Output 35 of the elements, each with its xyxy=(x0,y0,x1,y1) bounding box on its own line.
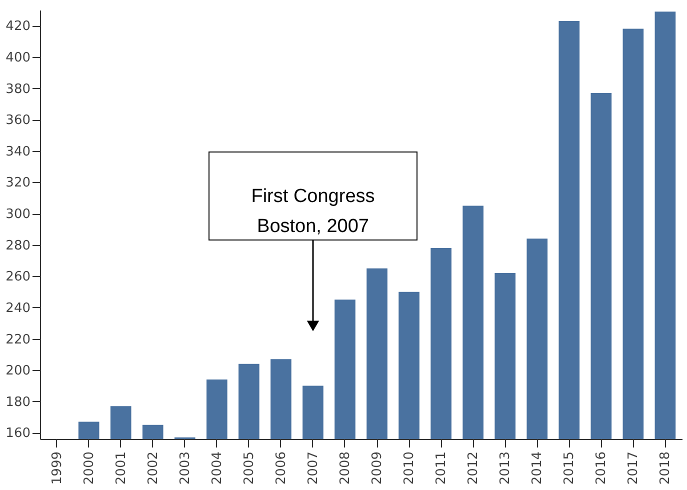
x-tick-label: 2009 xyxy=(370,452,386,485)
x-tick-label: 2018 xyxy=(658,452,674,485)
y-tick-label: 240 xyxy=(6,300,30,316)
y-tick-label: 380 xyxy=(6,82,30,97)
x-tick-label: 2014 xyxy=(530,452,546,485)
y-tick-label: 160 xyxy=(6,426,30,442)
y-tick-label: 220 xyxy=(6,332,30,348)
x-tick-label: 2007 xyxy=(306,452,321,485)
y-tick-label: 420 xyxy=(6,19,30,34)
x-tick-label: 2001 xyxy=(114,452,129,485)
x-tick-label: 2012 xyxy=(466,452,482,485)
x-tick-label: 2008 xyxy=(338,452,353,485)
x-tick-label: 2003 xyxy=(178,452,193,485)
x-tick-label: 2011 xyxy=(434,452,450,485)
x-tick-label: 2000 xyxy=(82,452,97,485)
x-tick-label: 2017 xyxy=(626,452,642,485)
x-tick-label: 2005 xyxy=(242,452,257,485)
x-tick-label: 1999 xyxy=(50,452,65,485)
y-tick-label: 340 xyxy=(6,144,30,160)
x-tick-label: 2013 xyxy=(498,452,514,485)
annotation: First Congress Boston, 2007 xyxy=(251,186,375,237)
x-tick-label: 2006 xyxy=(274,452,289,485)
y-tick-label: 200 xyxy=(6,364,30,379)
y-tick-label: 260 xyxy=(6,270,30,285)
y-tick-label: 360 xyxy=(6,113,30,128)
x-tick-label: 2002 xyxy=(146,452,161,485)
y-tick-label: 280 xyxy=(6,238,30,254)
x-tick-label: 2004 xyxy=(210,452,225,485)
x-tick-label: 2015 xyxy=(562,452,578,485)
y-tick-label: 400 xyxy=(6,50,30,66)
x-tick-label: 2010 xyxy=(402,452,418,485)
x-tick-label: 2016 xyxy=(594,452,610,485)
y-tick-label: 320 xyxy=(6,176,30,191)
y-tick-label: 300 xyxy=(6,207,30,222)
y-tick-label: 180 xyxy=(6,394,30,410)
